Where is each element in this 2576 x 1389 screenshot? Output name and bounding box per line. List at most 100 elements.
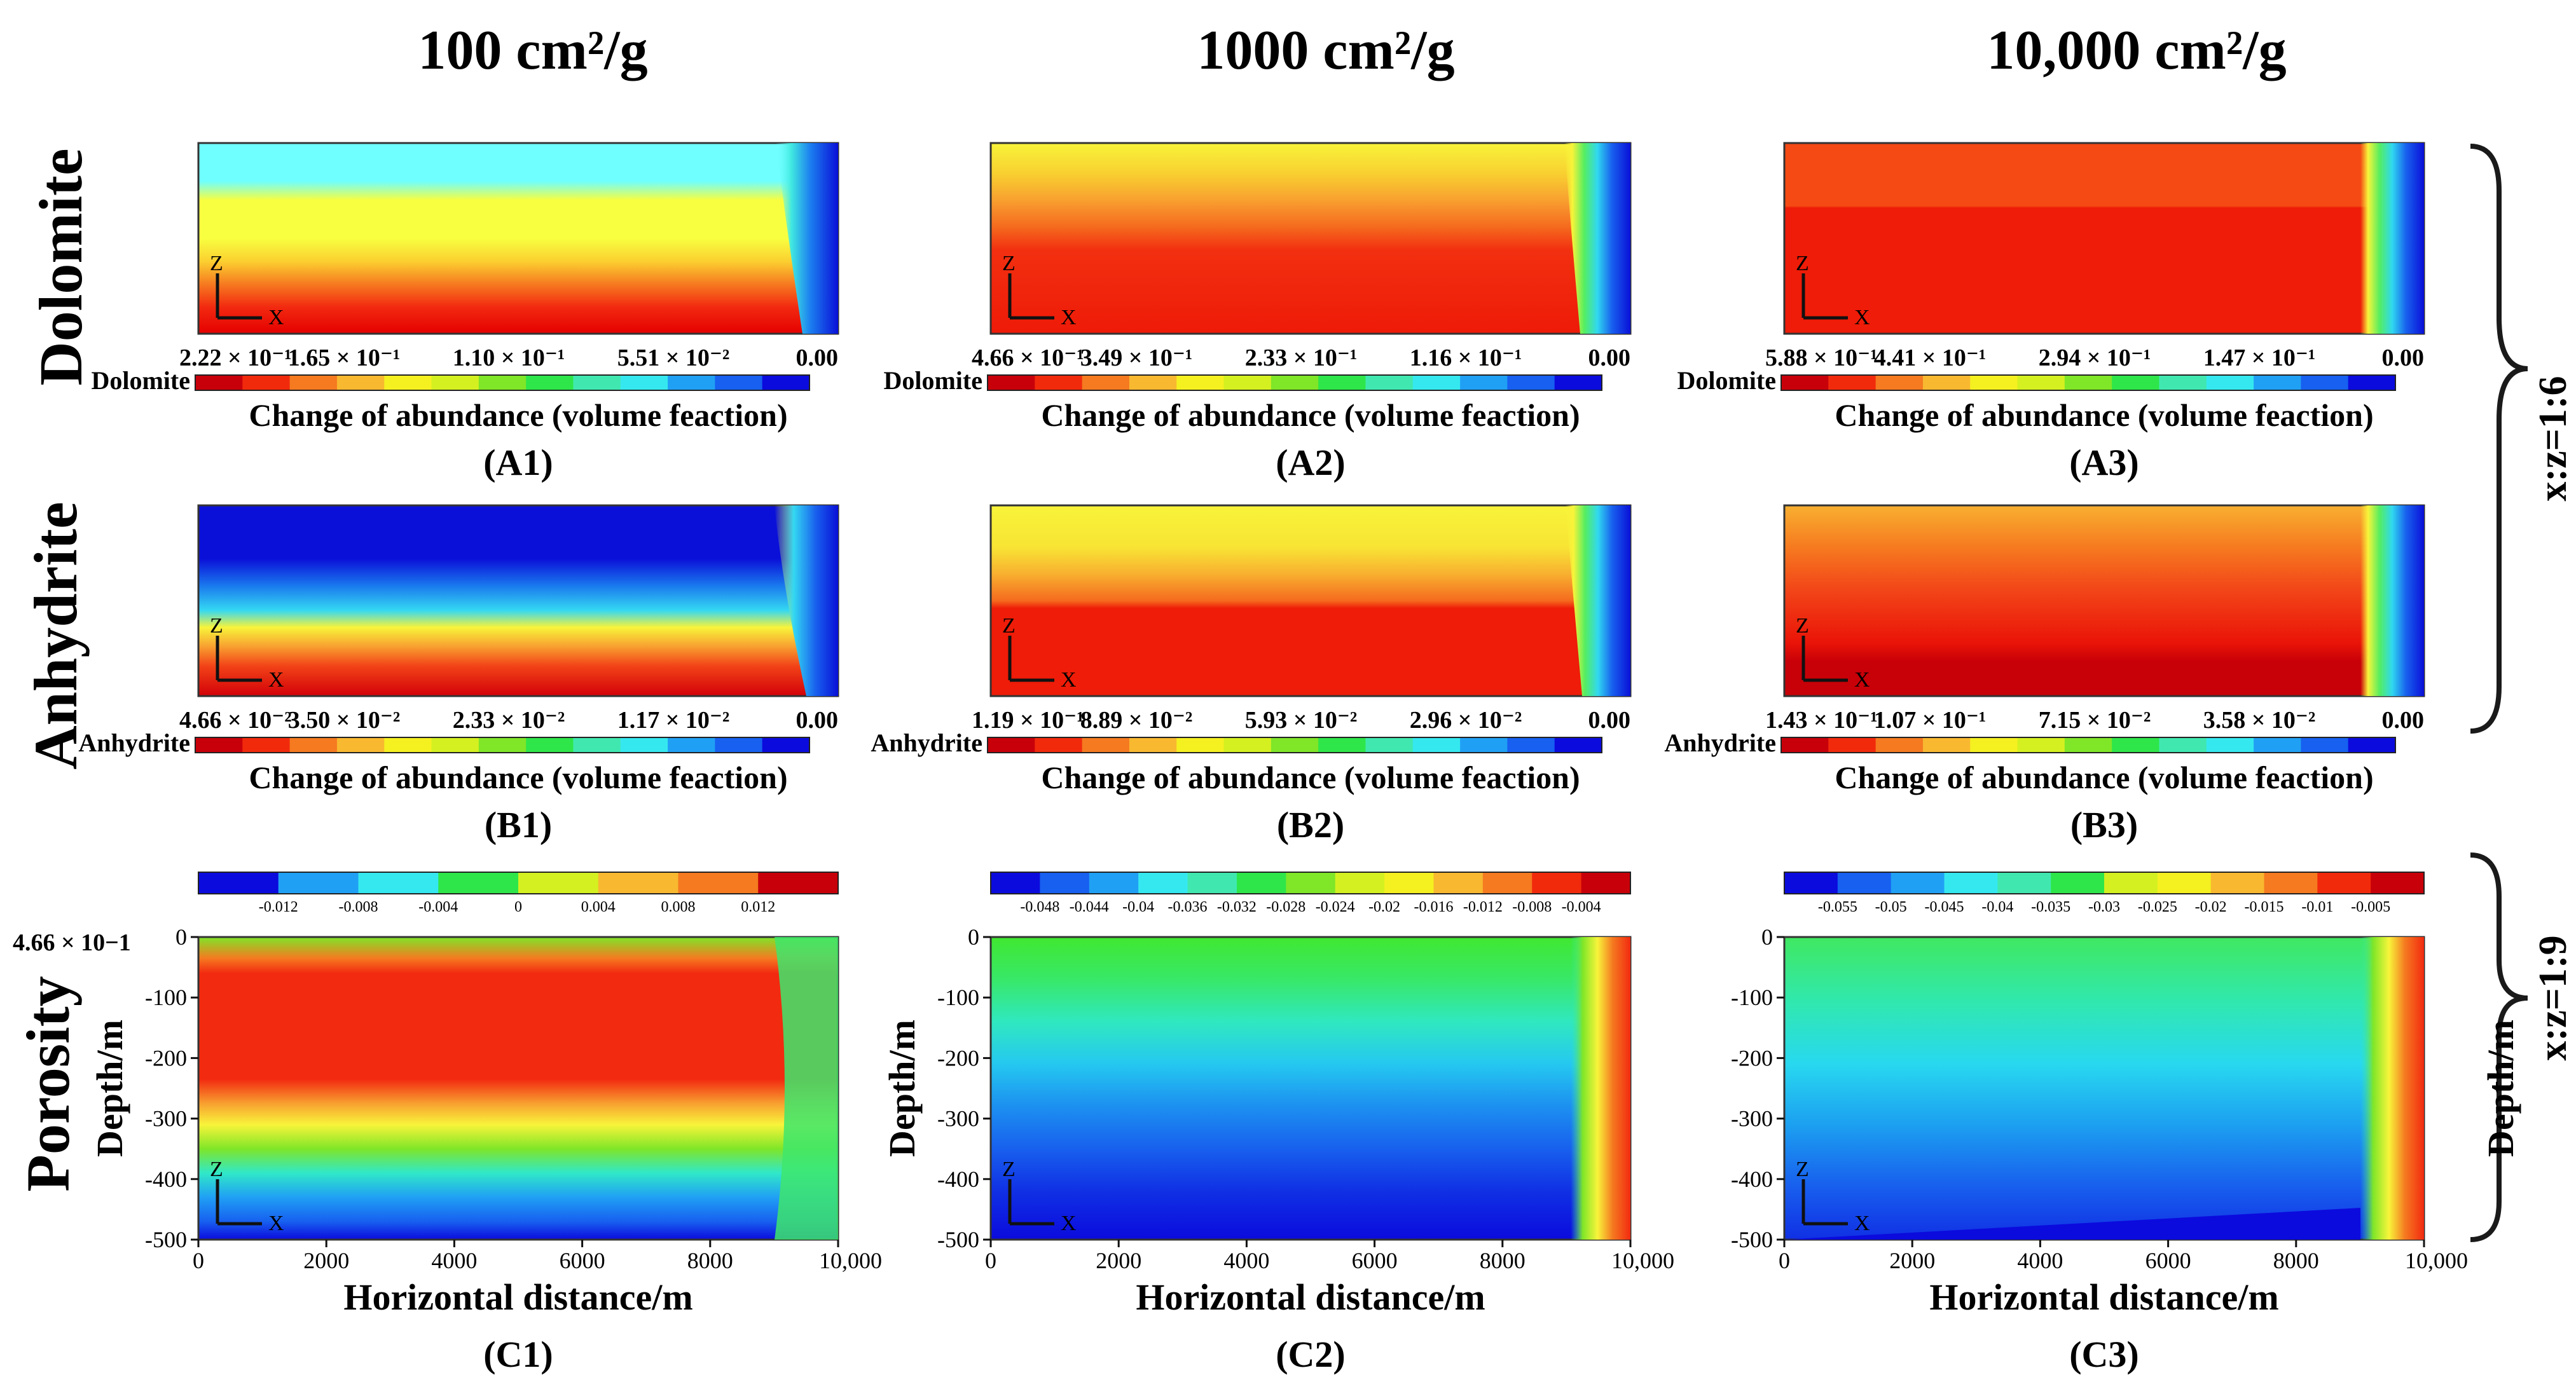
a3-colorbar-segment [2301, 375, 2349, 390]
b3-colorbar-frame [1780, 737, 2396, 753]
c2-y-tick-label: -400 [937, 1167, 979, 1192]
b3-colorbar-segment [1970, 737, 2018, 753]
b2-colorbar-caption: Change of abundance (volume feaction) [1041, 760, 1580, 795]
b2-z-axis-label: Z [1002, 614, 1016, 638]
ratio-brace-bottom [2470, 852, 2528, 1242]
b1-colorbar-tick: 4.66 × 10⁻² [179, 707, 292, 734]
c3-colorbar-tick: -0.05 [1875, 899, 1907, 915]
b2-colorbar-segment [1318, 737, 1367, 753]
c3-colorbar-tick: -0.03 [2088, 899, 2120, 915]
b2-colorbar-segment [1176, 737, 1225, 753]
a2-colorbar-caption: Change of abundance (volume feaction) [1041, 397, 1580, 433]
c3-colorbar-segment [1944, 872, 1998, 894]
a1-colorbar-segment [384, 375, 432, 390]
c3-y-tick-label: -300 [1731, 1106, 1773, 1132]
a3-colorbar-tick: 2.94 × 10⁻¹ [2039, 345, 2151, 371]
a1-colorbar-name: Dolomite [91, 366, 190, 395]
a3-colorbar-tick: 0.00 [2382, 345, 2425, 371]
panel-c2-field [989, 936, 1632, 1241]
b1-colorbar-tick: 3.50 × 10⁻² [288, 707, 401, 734]
c2-colorbar-segment [1581, 872, 1631, 894]
a3-colorbar-tick: 5.88 × 10⁻¹ [1765, 345, 1878, 371]
a1-colorbar-segment [195, 375, 243, 390]
panel-c1 [197, 936, 839, 1241]
b1-colorbar-caption: Change of abundance (volume feaction) [249, 760, 787, 795]
c3-z-axis-label: Z [1796, 1158, 1809, 1181]
panel-a2 [989, 142, 1632, 335]
a1-colorbar-tick: 1.65 × 10⁻¹ [288, 345, 401, 371]
c2-colorbar-segment [1187, 872, 1237, 894]
panel-b1-front [775, 505, 838, 696]
b1-z-axis-label: Z [210, 614, 223, 638]
c1-y-tick-label: -500 [145, 1227, 187, 1252]
b1-colorbar-segment [620, 737, 668, 753]
c1-colorbar-tick: 0.004 [581, 899, 616, 915]
c1-colorbar-tick: -0.004 [418, 899, 458, 915]
c2-colorbar-tick: -0.008 [1512, 899, 1552, 915]
ratio-label-bottom: x:z=1:9 [2531, 935, 2575, 1060]
c1-corner-label: 4.66 × 10−1 [13, 929, 131, 956]
panel-c2-front [1571, 937, 1630, 1240]
c1-y-tick-label: -300 [145, 1106, 187, 1132]
c3-x-tick-label: 2000 [1889, 1248, 1935, 1273]
c2-colorbar-tick: -0.012 [1463, 899, 1503, 915]
c1-colorbar-tick: 0.008 [661, 899, 696, 915]
b2-x-axis-label: X [1061, 668, 1077, 692]
b2-colorbar-tick: 0.00 [1588, 707, 1631, 734]
b1-colorbar-tick: 2.33 × 10⁻² [453, 707, 565, 734]
a3-colorbar-tick: 4.41 × 10⁻¹ [1874, 345, 1987, 371]
a2-colorbar-segment [1082, 375, 1130, 390]
c3-colorbar-segment [2051, 872, 2105, 894]
b1-colorbar-segment [668, 737, 715, 753]
b1-colorbar-segment [573, 737, 621, 753]
panel-a3-front [2360, 143, 2424, 334]
c2-colorbar-tick: -0.032 [1217, 899, 1257, 915]
a2-colorbar-tick: 3.49 × 10⁻¹ [1080, 345, 1193, 371]
b3-colorbar-segment [1781, 737, 1829, 753]
b1-x-axis-label: X [268, 668, 284, 692]
panel-c3-field [1783, 936, 2425, 1241]
b2-colorbar-tick: 1.19 × 10⁻¹ [972, 707, 1084, 734]
c1-colorbar-segment [758, 872, 839, 894]
panel-a3 [1783, 142, 2425, 335]
b1-colorbar-segment [715, 737, 763, 753]
a2-colorbar-name: Dolomite [883, 366, 982, 395]
a1-colorbar-tick: 5.51 × 10⁻² [617, 345, 730, 371]
c1-x-tick-label: 0 [193, 1248, 204, 1273]
b1-colorbar-frame [195, 737, 810, 753]
c2-x-tick-label: 0 [985, 1248, 996, 1273]
b2-colorbar-tick: 2.96 × 10⁻² [1410, 707, 1522, 734]
a3-colorbar-frame [1780, 374, 2396, 391]
a2-colorbar-segment [1129, 375, 1177, 390]
b2-colorbar-segment [988, 737, 1035, 753]
a3-x-axis-label: X [1854, 306, 1870, 329]
c2-colorbar-tick: -0.02 [1368, 899, 1400, 915]
c3-colorbar-tick: -0.005 [2351, 899, 2390, 915]
a2-colorbar-tick: 0.00 [1588, 345, 1631, 371]
panel-a2-field [989, 142, 1632, 335]
a1-z-axis-label: Z [210, 252, 223, 275]
c1-x-tick-label: 8000 [687, 1248, 733, 1273]
b3-colorbar-segment [1922, 737, 1971, 753]
c3-colorbar-segment [2104, 872, 2158, 894]
c2-y-tick-label: 0 [968, 924, 979, 950]
b2-colorbar-segment [1035, 737, 1083, 753]
b1-colorbar-tick: 1.17 × 10⁻² [617, 707, 730, 734]
b3-x-axis-label: X [1854, 668, 1870, 692]
a2-x-axis-label: X [1061, 306, 1077, 329]
b2-colorbar-segment [1082, 737, 1130, 753]
c1-colorbar-tick: -0.008 [339, 899, 378, 915]
b1-colorbar-segment [526, 737, 574, 753]
c2-colorbar-tick: -0.028 [1266, 899, 1305, 915]
c1-y-tick-label: -100 [145, 985, 187, 1010]
c2-y-tick-label: -300 [937, 1106, 979, 1132]
b1-colorbar-tick: 0.00 [796, 707, 839, 734]
panel-a2-front [1564, 143, 1630, 334]
b1-panel-label: (B1) [485, 804, 552, 845]
a1-colorbar-segment [762, 375, 810, 390]
a3-z-axis-label: Z [1796, 252, 1809, 275]
b3-colorbar-segment [2348, 737, 2396, 753]
a1-colorbar-segment [242, 375, 291, 390]
column-title-1000: 1000 cm²/g [1197, 20, 1454, 81]
c2-colorbar-segment [1138, 872, 1188, 894]
